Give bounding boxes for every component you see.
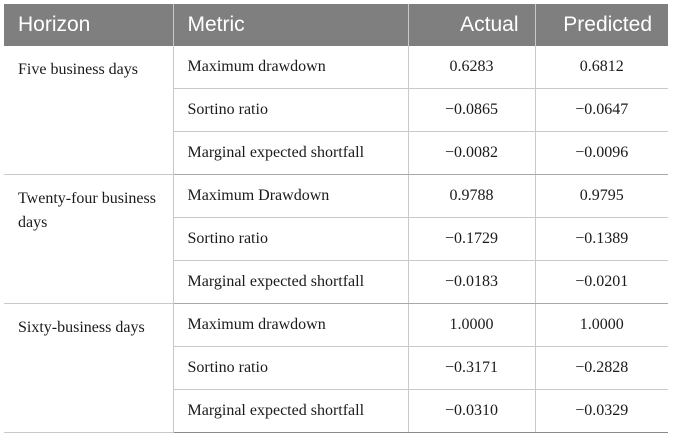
actual-cell: 0.9788 <box>408 174 536 218</box>
metric-cell: Marginal expected shortfall <box>173 131 409 175</box>
predicted-cell: −0.0647 <box>535 88 668 132</box>
metric-cell: Maximum drawdown <box>173 303 409 347</box>
actual-cell: −0.1729 <box>408 217 536 261</box>
predicted-cell: −0.0096 <box>535 131 668 175</box>
results-table: Horizon Metric Actual Predicted Five bus… <box>4 4 668 433</box>
metric-cell: Maximum Drawdown <box>173 174 409 218</box>
metric-cell: Marginal expected shortfall <box>173 389 409 433</box>
table-header: Horizon Metric Actual Predicted <box>4 4 668 46</box>
actual-cell: −0.0183 <box>408 260 536 304</box>
predicted-cell: −0.2828 <box>535 346 668 390</box>
header-metric: Metric <box>173 4 409 46</box>
actual-cell: −0.0082 <box>408 131 536 175</box>
metric-cell: Sortino ratio <box>173 217 409 261</box>
table-row: Sortino ratio −0.3171 −0.2828 <box>4 346 668 390</box>
table-row: Marginal expected shortfall −0.0183 −0.0… <box>4 260 668 304</box>
table-row: Twenty-four business days Maximum Drawdo… <box>4 174 668 304</box>
horizon-cell: Sixty-business days <box>4 303 174 433</box>
actual-cell: −0.0310 <box>408 389 536 433</box>
predicted-cell: 0.6812 <box>535 46 668 89</box>
predicted-cell: 0.9795 <box>535 174 668 218</box>
header-row: Horizon Metric Actual Predicted <box>4 4 668 46</box>
header-predicted: Predicted <box>535 4 668 46</box>
table-row: Marginal expected shortfall −0.0310 −0.0… <box>4 389 668 433</box>
metric-cell: Sortino ratio <box>173 346 409 390</box>
metric-cell: Maximum drawdown <box>173 46 409 89</box>
table-row: Sortino ratio −0.0865 −0.0647 <box>4 88 668 132</box>
table-row: Sixty-business days Maximum drawdown 1.0… <box>4 303 668 433</box>
horizon-cell: Twenty-four business days <box>4 174 174 304</box>
predicted-cell: 1.0000 <box>535 303 668 347</box>
header-actual: Actual <box>408 4 536 46</box>
predicted-cell: −0.0201 <box>535 260 668 304</box>
metric-cell: Sortino ratio <box>173 88 409 132</box>
metric-cell: Marginal expected shortfall <box>173 260 409 304</box>
header-horizon: Horizon <box>4 4 174 46</box>
actual-cell: 0.6283 <box>408 46 536 89</box>
table-row: Sortino ratio −0.1729 −0.1389 <box>4 217 668 261</box>
table-body: Five business days Maximum drawdown 0.62… <box>4 46 668 433</box>
actual-cell: −0.0865 <box>408 88 536 132</box>
horizon-cell: Five business days <box>4 46 174 175</box>
table-row: Five business days Maximum drawdown 0.62… <box>4 46 668 175</box>
actual-cell: 1.0000 <box>408 303 536 347</box>
actual-cell: −0.3171 <box>408 346 536 390</box>
table-row: Marginal expected shortfall −0.0082 −0.0… <box>4 131 668 175</box>
predicted-cell: −0.0329 <box>535 389 668 433</box>
predicted-cell: −0.1389 <box>535 217 668 261</box>
